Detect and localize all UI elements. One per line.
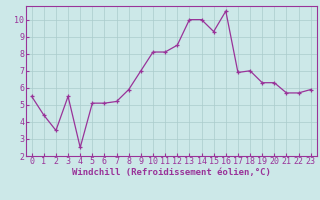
X-axis label: Windchill (Refroidissement éolien,°C): Windchill (Refroidissement éolien,°C) [72,168,271,177]
